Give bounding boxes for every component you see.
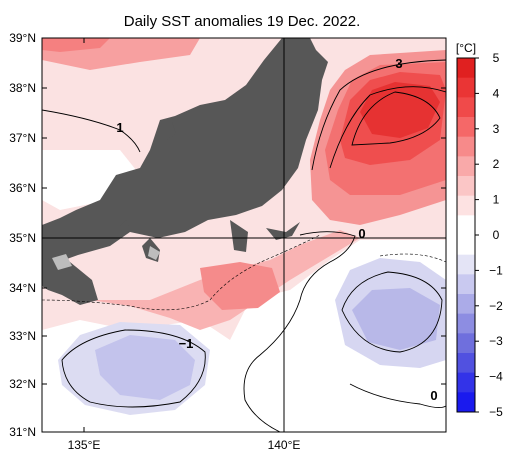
land-honshu bbox=[42, 38, 328, 268]
latitude-labels: 39°N 38°N 37°N 36°N 35°N 34°N 33°N 32°N … bbox=[9, 31, 36, 439]
colorbar-label: 2 bbox=[493, 157, 500, 171]
cool-area-se-core bbox=[352, 288, 440, 350]
axis-ticks bbox=[42, 37, 446, 432]
map-panel: 1 3 0 −1 0 bbox=[41, 32, 447, 433]
colorbar-swatch bbox=[457, 58, 475, 79]
contour-label-minus1: −1 bbox=[179, 336, 194, 351]
lat-label: 34°N bbox=[9, 281, 36, 295]
warm-area-ne-core bbox=[360, 82, 440, 138]
lat-label: 33°N bbox=[9, 329, 36, 343]
land-islet bbox=[120, 220, 130, 236]
colorbar-swatch bbox=[457, 97, 475, 118]
colorbar-swatch bbox=[457, 313, 475, 334]
lat-label: 39°N bbox=[9, 31, 36, 45]
colorbar-swatch bbox=[457, 136, 475, 157]
colorbar-swatches bbox=[457, 58, 475, 413]
colorbar-label: 0 bbox=[493, 228, 500, 242]
no-data-patch-2 bbox=[148, 246, 160, 260]
colorbar-swatch bbox=[457, 294, 475, 315]
colorbar-label: −3 bbox=[489, 334, 503, 348]
warm-patch-south bbox=[200, 262, 280, 310]
land-edge bbox=[42, 32, 46, 38]
colorbar-swatch bbox=[457, 215, 475, 236]
contour-lines bbox=[42, 59, 446, 432]
colorbar-swatch bbox=[457, 77, 475, 98]
colorbar-swatch bbox=[457, 176, 475, 197]
land-sado bbox=[160, 122, 176, 140]
no-data-patch bbox=[52, 254, 72, 270]
dashed-contours bbox=[42, 234, 446, 311]
contour-label-3: 3 bbox=[395, 56, 402, 71]
land-boso bbox=[266, 222, 300, 240]
contour-label-0-south: 0 bbox=[430, 388, 437, 403]
map-frame bbox=[41, 37, 447, 433]
colorbar-swatch bbox=[457, 117, 475, 138]
lat-label: 37°N bbox=[9, 131, 36, 145]
colorbar-swatch bbox=[457, 372, 475, 393]
contour-label-0: 0 bbox=[358, 226, 365, 241]
warm-area-nw-core bbox=[42, 38, 110, 52]
colorbar-swatch bbox=[457, 353, 475, 374]
colorbar-swatch bbox=[457, 195, 475, 216]
colorbar-swatch bbox=[457, 274, 475, 295]
lat-label: 31°N bbox=[9, 425, 36, 439]
colorbar-swatch bbox=[457, 254, 475, 275]
colorbar-label: 3 bbox=[493, 122, 500, 136]
colorbar-label: −1 bbox=[489, 263, 503, 277]
lat-label: 32°N bbox=[9, 377, 36, 391]
colorbar-label: 4 bbox=[493, 86, 500, 100]
lat-label: 38°N bbox=[9, 81, 36, 95]
cool-area-sw-core bbox=[95, 335, 195, 400]
longitude-labels: 135°E 140°E bbox=[68, 438, 301, 452]
colorbar-label: −5 bbox=[489, 405, 503, 419]
land-izu bbox=[230, 220, 248, 252]
map-title: Daily SST anomalies 19 Dec. 2022. bbox=[124, 13, 361, 30]
colorbar-label: 1 bbox=[493, 193, 500, 207]
land-shikoku bbox=[42, 258, 98, 305]
lat-label: 35°N bbox=[9, 231, 36, 245]
lon-label: 135°E bbox=[68, 438, 101, 452]
colorbar-swatch bbox=[457, 392, 475, 413]
lon-label: 140°E bbox=[268, 438, 301, 452]
lat-label: 36°N bbox=[9, 181, 36, 195]
colorbar-labels: 5 4 3 2 1 0 −1 −2 −3 −4 −5 bbox=[475, 51, 503, 419]
colorbar-label: 5 bbox=[493, 51, 500, 65]
contour-label-1: 1 bbox=[116, 120, 123, 135]
colorbar-unit: [°C] bbox=[456, 41, 476, 55]
colorbar-label: −4 bbox=[489, 370, 503, 384]
colorbar-swatch bbox=[457, 156, 475, 177]
colorbar-swatch bbox=[457, 333, 475, 354]
colorbar: [°C] 5 4 3 2 1 0 −1 −2 −3 −4 −5 bbox=[456, 41, 503, 419]
colorbar-label: −2 bbox=[489, 299, 503, 313]
colorbar-swatch bbox=[457, 235, 475, 256]
